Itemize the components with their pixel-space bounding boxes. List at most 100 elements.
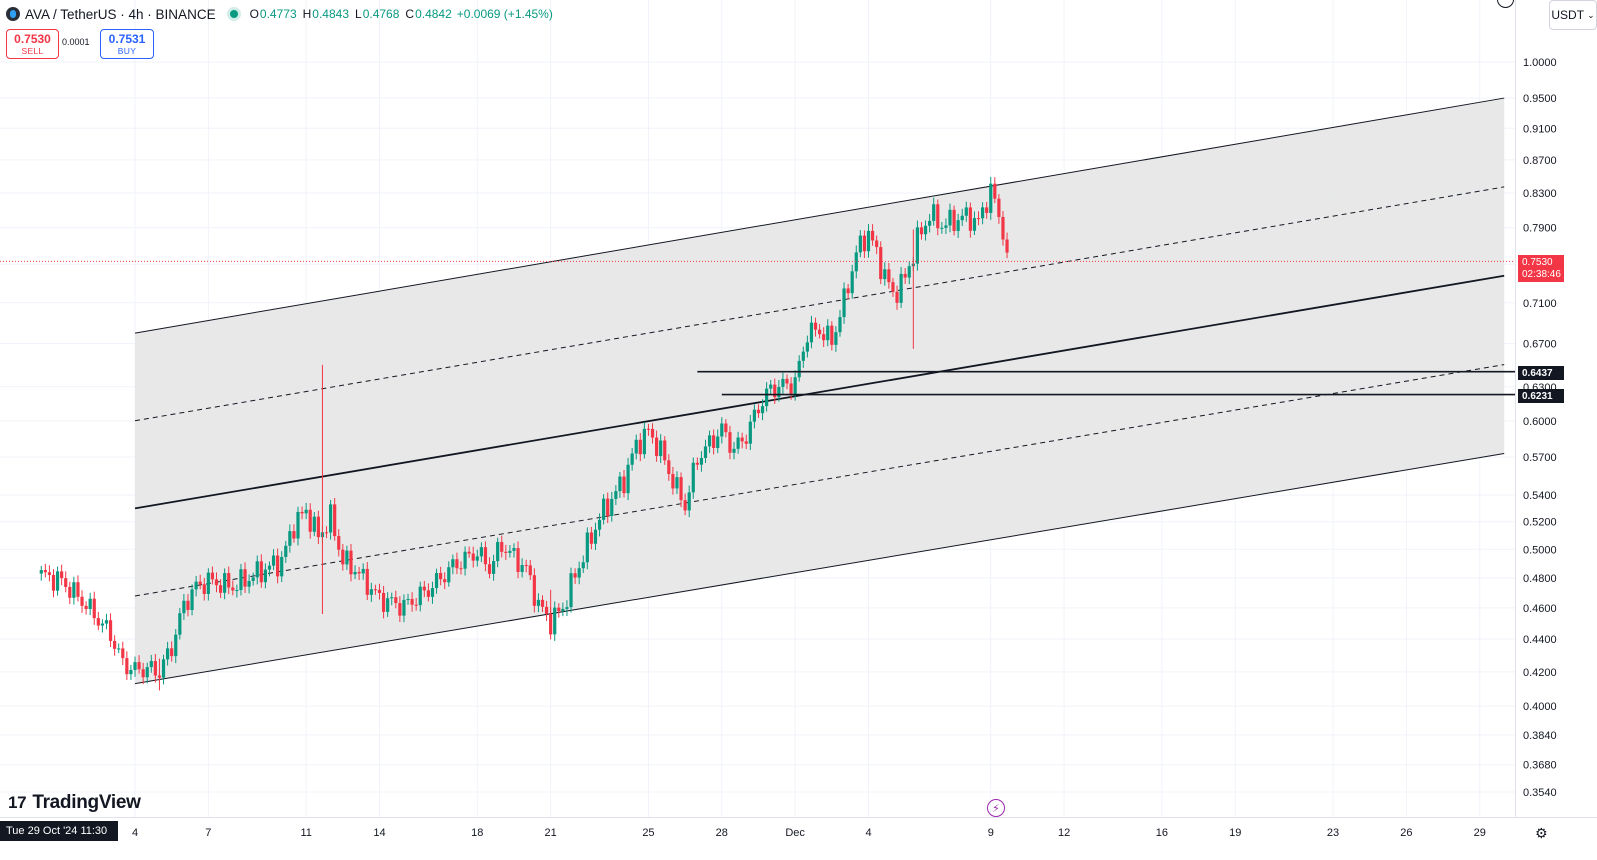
y-tick-label: 0.5000	[1523, 544, 1557, 556]
candle-body	[390, 597, 394, 599]
y-tick-label: 0.8300	[1523, 188, 1557, 200]
candle-body	[451, 559, 455, 568]
candle-body	[809, 322, 814, 343]
symbol-title[interactable]: AVA / TetherUS · 4h · BINANCE	[25, 6, 216, 22]
candle-body	[655, 437, 659, 457]
candle-body	[84, 605, 88, 609]
candle-body	[532, 575, 536, 606]
candle-body	[960, 215, 964, 221]
high-label: H	[302, 7, 312, 21]
candle-body	[206, 572, 210, 594]
candle-body	[308, 509, 312, 532]
candle-body	[190, 589, 194, 611]
candle-body	[589, 532, 593, 544]
candle-body	[785, 378, 789, 384]
candle-body	[418, 586, 422, 606]
candle-body	[337, 536, 341, 550]
candle-body	[760, 406, 765, 414]
candle-body	[422, 586, 426, 591]
bar-countdown: 02:38:46	[1522, 268, 1561, 280]
open-value: 0.4773	[259, 7, 297, 21]
buy-button[interactable]: 0.7531 BUY	[100, 29, 154, 59]
candle-body	[581, 562, 585, 569]
candle-body	[524, 565, 528, 567]
x-tick-label: 4	[865, 827, 871, 839]
candle-body	[602, 498, 606, 520]
candle-body	[683, 500, 687, 511]
candle-body	[826, 325, 830, 341]
tradingview-logo[interactable]: 17 TradingView	[8, 792, 141, 814]
candle-body	[276, 555, 280, 577]
level-tag-1: 0.6437	[1518, 366, 1564, 380]
price-levels	[0, 260, 1515, 396]
lightning-icon[interactable]: ⚡	[987, 799, 1005, 817]
candle-body	[822, 334, 826, 341]
candle-body	[96, 618, 100, 626]
candle-body	[818, 329, 822, 335]
candle-body	[728, 432, 732, 453]
candle-body	[797, 360, 801, 378]
y-tick-label: 0.9500	[1523, 93, 1557, 105]
sell-button[interactable]: 0.7530 SELL	[6, 29, 59, 59]
candle-body	[434, 572, 439, 589]
candle-body	[133, 662, 137, 670]
candle-body	[341, 549, 345, 565]
low-label: L	[355, 7, 362, 21]
candle-body	[936, 204, 940, 229]
candle-body	[51, 574, 56, 591]
candle-body	[899, 273, 903, 303]
candle-body	[736, 437, 740, 449]
candle-body	[88, 598, 92, 609]
buy-price: 0.7531	[108, 31, 146, 46]
candle-body	[479, 547, 483, 557]
channel-upper	[134, 97, 1505, 334]
close-label: C	[405, 7, 415, 21]
price-axis[interactable]: 1.0000 0.9500 0.9100 0.8700 0.8300 0.7900 0.75…	[1523, 57, 1557, 799]
candle-body	[777, 386, 781, 398]
currency-label: USDT	[1551, 8, 1585, 22]
candle-body	[153, 661, 157, 676]
candle-body	[349, 550, 353, 575]
candle-body	[781, 378, 785, 387]
candle-body	[104, 620, 109, 624]
candle-body	[386, 598, 390, 612]
candle-body	[707, 435, 712, 447]
candle-body	[703, 446, 708, 459]
candle-body	[214, 579, 219, 586]
candle-body	[773, 384, 777, 398]
candle-body	[887, 269, 891, 283]
y-tick-label: 0.5200	[1523, 517, 1557, 529]
candle-body	[895, 291, 899, 303]
candle-body	[284, 545, 288, 557]
candle-body	[365, 568, 369, 595]
gear-icon[interactable]: ⚙	[1535, 825, 1548, 841]
time-axis[interactable]: 4 7 11 14 18 21 25 28 Dec 4 9 12 16 19 23 26 29	[0, 817, 1597, 840]
candle-body	[972, 218, 977, 231]
candle-body	[361, 568, 365, 574]
y-tick-label: 0.6700	[1523, 339, 1557, 351]
candle-body	[866, 230, 871, 252]
tradingview-logo-icon: 17	[8, 793, 27, 812]
candle-body	[948, 209, 952, 226]
candle-body	[487, 564, 492, 574]
candle-body	[414, 604, 418, 606]
x-tick-label: 26	[1400, 827, 1412, 839]
candle-body	[989, 183, 993, 213]
candle-body	[166, 648, 170, 660]
candle-body	[161, 659, 166, 678]
candle-body	[296, 511, 300, 539]
x-tick-label: 9	[988, 827, 994, 839]
currency-selector[interactable]: USDT ⌄	[1549, 0, 1597, 30]
candle-body	[801, 351, 805, 361]
candle-body	[593, 529, 598, 544]
candle-body	[223, 573, 227, 593]
candle-body	[141, 669, 145, 678]
candles	[39, 176, 1009, 691]
candle-body	[520, 565, 524, 572]
candle-body	[108, 620, 113, 641]
candle-body	[113, 640, 117, 649]
candle-body	[720, 423, 724, 437]
candle-body	[239, 569, 243, 591]
candle-body	[744, 441, 748, 444]
